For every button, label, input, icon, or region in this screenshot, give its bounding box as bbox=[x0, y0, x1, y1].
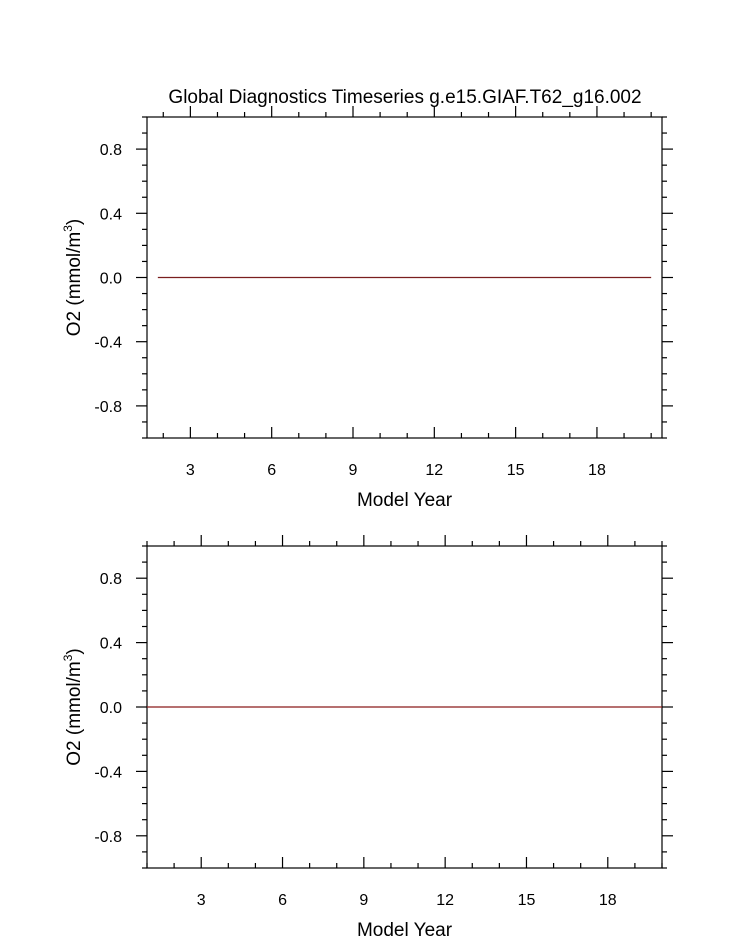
y-tick-label: 0.8 bbox=[100, 142, 122, 159]
x-tick-label: 12 bbox=[425, 462, 443, 479]
x-tick-label: 18 bbox=[588, 462, 606, 479]
y-tick-label: -0.4 bbox=[94, 764, 122, 781]
x-tick-label: 3 bbox=[197, 892, 206, 909]
x-tick-label: 6 bbox=[278, 892, 287, 909]
y-tick-label: -0.8 bbox=[94, 829, 122, 846]
x-tick-label: 6 bbox=[267, 462, 276, 479]
x-tick-label: 12 bbox=[436, 892, 454, 909]
y-axis-label: O2 (mmol/m3) bbox=[61, 219, 85, 337]
x-tick-label: 9 bbox=[349, 462, 358, 479]
y-tick-label: 0.4 bbox=[100, 206, 122, 223]
panel-bottom: 3 6 9 12 15 18 0.8 0.4 0.0 -0.4 -0.8 Model Year O2 (… bbox=[61, 535, 673, 941]
x-tick-label: 3 bbox=[186, 462, 195, 479]
y-tick-label: 0.0 bbox=[100, 271, 122, 288]
panel-top: 3 6 9 12 15 18 0.8 0.4 0.0 -0.4 -0.8 Model Year O2 (… bbox=[61, 106, 673, 511]
x-tick-label: 15 bbox=[507, 462, 525, 479]
x-tick-label: 9 bbox=[359, 892, 368, 909]
y-tick-label: 0.4 bbox=[100, 636, 122, 653]
y-axis-label: O2 (mmol/m3) bbox=[61, 648, 85, 766]
x-axis-label: Model Year bbox=[357, 920, 453, 941]
chart-title: Global Diagnostics Timeseries g.e15.GIAF… bbox=[168, 87, 641, 108]
x-tick-label: 18 bbox=[599, 892, 617, 909]
y-tick-label: -0.4 bbox=[94, 335, 122, 352]
y-tick-label: 0.8 bbox=[100, 571, 122, 588]
x-tick-label: 15 bbox=[518, 892, 536, 909]
y-tick-label: -0.8 bbox=[94, 399, 122, 416]
x-axis-label: Model Year bbox=[357, 490, 453, 511]
y-tick-label: 0.0 bbox=[100, 700, 122, 717]
